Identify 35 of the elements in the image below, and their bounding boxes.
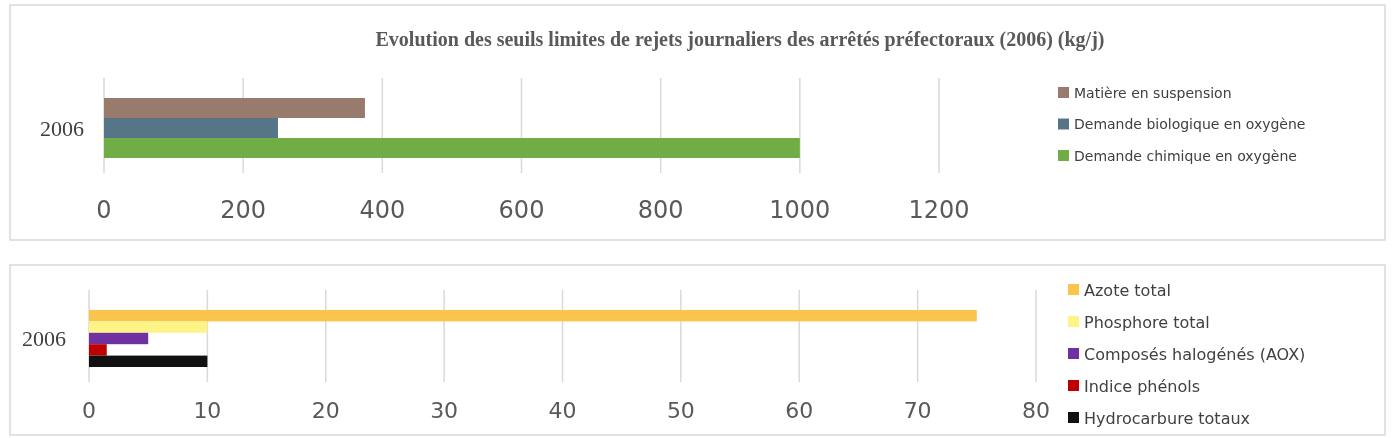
bar [89, 310, 977, 322]
bar [104, 98, 365, 118]
x-tick-label: 0 [96, 196, 112, 224]
x-tick-label: 400 [359, 196, 406, 224]
x-tick-label: 10 [193, 398, 222, 423]
x-tick-label: 20 [311, 398, 340, 423]
legend-label: Composés halogénés (AOX) [1084, 344, 1306, 364]
x-tick-label: 600 [498, 196, 545, 224]
legend-label: Indice phénols [1084, 376, 1201, 396]
bar [89, 321, 208, 333]
y-tick-label: 2006 [22, 326, 66, 352]
bar [89, 332, 149, 345]
x-tick-label: 30 [430, 398, 459, 423]
x-tick-label: 1000 [769, 196, 831, 224]
legend-label: Hydrocarbure totaux [1084, 408, 1251, 428]
x-tick-label: 80 [1022, 398, 1050, 423]
x-tick-label: 200 [220, 196, 267, 224]
x-tick-label: 1200 [908, 196, 970, 224]
x-tick-label: 800 [637, 196, 684, 224]
bar [89, 355, 208, 367]
bar [89, 344, 107, 356]
y-tick-label: 2006 [40, 115, 84, 141]
bar [104, 118, 278, 138]
x-tick-label: 70 [903, 398, 932, 423]
x-tick-label: 60 [785, 398, 814, 423]
x-tick-label: 0 [82, 398, 96, 423]
x-tick-label: 50 [666, 398, 695, 423]
x-tick-label: 40 [548, 398, 577, 423]
legend-label: Azote total [1084, 280, 1171, 300]
chart-title: Evolution des seuils limites de rejets journaliers des arrêtés préfectoraux (2006) (kg/j) [375, 28, 1105, 51]
legend-label: Demande biologique en oxygène [1074, 116, 1306, 133]
legend-label: Demande chimique en oxygène [1074, 147, 1297, 164]
legend-label: Phosphore total [1084, 312, 1210, 332]
legend-label: Matière en suspension [1074, 84, 1232, 101]
bar [104, 138, 800, 158]
